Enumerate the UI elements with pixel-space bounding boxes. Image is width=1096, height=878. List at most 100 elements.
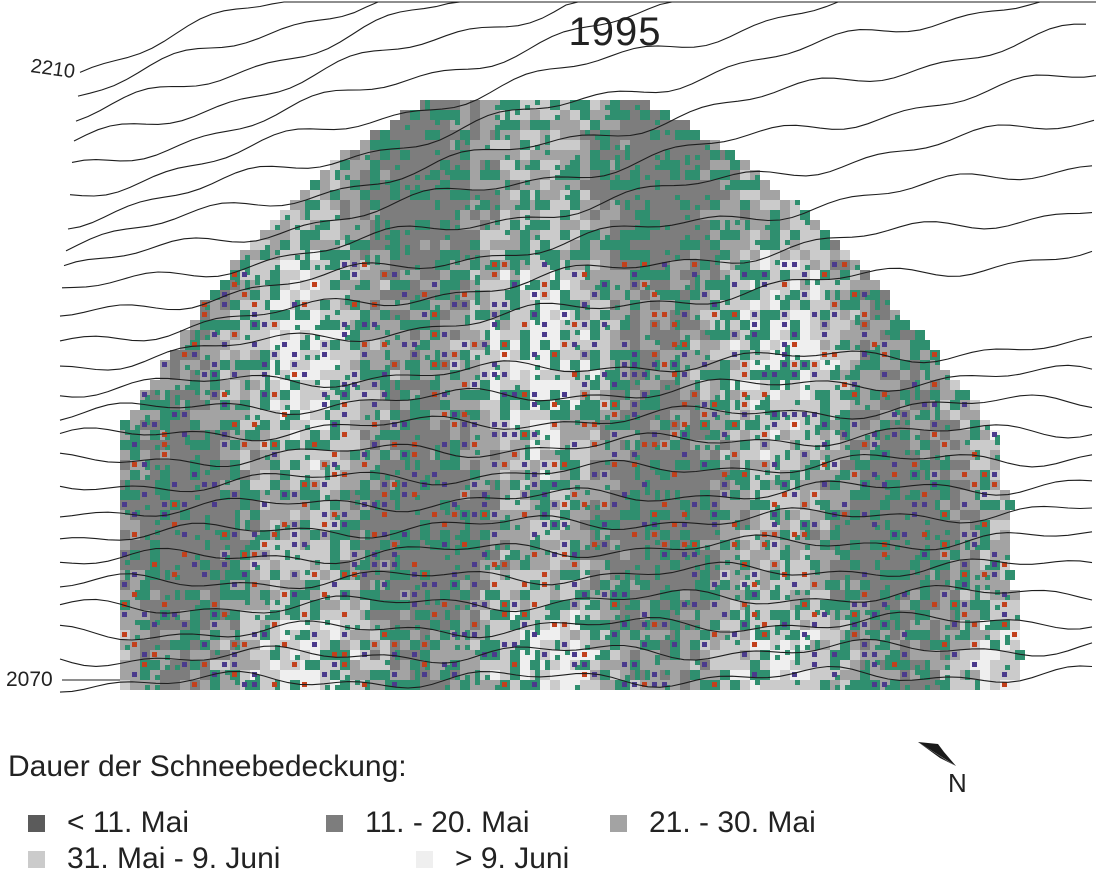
raster-cell (790, 250, 800, 260)
raster-cell-green (800, 210, 810, 220)
raster-cell-green (495, 205, 500, 210)
raster-cell (690, 470, 700, 480)
raster-cell-overlay (862, 352, 867, 357)
raster-cell-overlay (122, 502, 127, 507)
raster-cell (400, 440, 410, 450)
raster-cell (260, 410, 270, 420)
raster-cell-green (655, 540, 660, 545)
raster-cell (790, 270, 800, 280)
raster-cell-overlay (602, 542, 607, 547)
raster-cell (560, 150, 570, 160)
raster-cell (390, 150, 400, 160)
raster-cell-green (535, 235, 540, 240)
raster-cell (390, 170, 400, 180)
raster-cell (880, 440, 890, 450)
raster-cell-green (845, 445, 850, 450)
raster-cell (330, 490, 340, 500)
raster-cell (450, 490, 460, 500)
raster-cell (430, 250, 440, 260)
raster-cell (330, 230, 340, 240)
raster-cell (580, 530, 590, 540)
raster-cell (290, 420, 300, 430)
raster-cell-green (145, 415, 150, 420)
raster-cell-overlay (362, 262, 367, 267)
raster-cell-green (635, 225, 640, 230)
raster-cell (300, 320, 310, 330)
raster-cell (180, 330, 190, 340)
raster-cell-green (325, 315, 330, 320)
raster-cell (490, 210, 500, 220)
raster-cell-green (730, 230, 740, 240)
raster-cell (640, 120, 650, 130)
raster-cell (610, 230, 620, 240)
raster-cell (700, 320, 710, 330)
raster-cell (370, 310, 380, 320)
raster-cell-overlay (632, 462, 637, 467)
raster-cell-overlay (742, 412, 747, 417)
raster-cell-overlay (482, 342, 487, 347)
raster-cell-overlay (862, 442, 867, 447)
raster-cell-green (720, 310, 730, 320)
raster-cell-green (515, 270, 520, 275)
raster-cell-green (825, 455, 830, 460)
raster-cell-overlay (692, 392, 697, 397)
raster-cell-overlay (972, 452, 977, 457)
raster-cell-overlay (792, 362, 797, 367)
raster-cell-overlay (832, 352, 837, 357)
raster-cell-green (675, 380, 680, 385)
raster-cell-overlay (582, 422, 587, 427)
raster-cell-overlay (932, 352, 937, 357)
raster-cell (450, 240, 460, 250)
raster-cell (240, 420, 250, 430)
raster-cell-green (510, 290, 520, 300)
raster-cell (230, 260, 240, 270)
raster-cell (610, 330, 620, 340)
raster-cell-green (125, 510, 130, 515)
raster-cell-overlay (842, 432, 847, 437)
raster-cell-overlay (412, 352, 417, 357)
raster-cell (610, 510, 620, 520)
raster-cell-overlay (992, 432, 997, 437)
raster-cell-overlay (872, 472, 877, 477)
raster-cell-green (850, 370, 860, 380)
raster-cell (680, 220, 690, 230)
raster-cell (570, 230, 580, 240)
raster-cell (210, 340, 220, 350)
raster-cell (550, 180, 560, 190)
raster-cell (610, 130, 620, 140)
raster-cell-green (305, 425, 310, 430)
raster-cell-green (225, 390, 230, 395)
raster-cell-green (665, 265, 670, 270)
raster-cell-green (175, 400, 180, 405)
raster-cell (280, 450, 290, 460)
raster-cell (770, 280, 780, 290)
raster-cell (390, 120, 400, 130)
raster-cell (440, 140, 450, 150)
raster-cell (520, 110, 530, 120)
raster-cell-overlay (792, 492, 797, 497)
raster-cell (790, 300, 800, 310)
raster-cell-green (675, 310, 680, 315)
raster-cell (540, 160, 550, 170)
raster-cell (680, 260, 690, 270)
raster-cell-green (355, 225, 360, 230)
raster-cell (480, 400, 490, 410)
raster-cell (330, 300, 340, 310)
raster-cell-overlay (542, 522, 547, 527)
raster-cell (420, 250, 430, 260)
raster-cell-overlay (212, 362, 217, 367)
raster-cell (620, 170, 630, 180)
raster-cell (890, 390, 900, 400)
raster-cell-overlay (612, 412, 617, 417)
raster-cell-green (520, 230, 530, 240)
raster-cell (500, 210, 510, 220)
raster-cell-green (150, 550, 160, 560)
raster-cell (670, 480, 680, 490)
raster-cell (870, 550, 880, 560)
raster-cell-green (590, 520, 600, 530)
raster-cell (560, 350, 570, 360)
raster-cell (490, 340, 500, 350)
raster-cell-green (570, 540, 580, 550)
raster-cell-overlay (672, 342, 677, 347)
raster-cell (540, 180, 550, 190)
